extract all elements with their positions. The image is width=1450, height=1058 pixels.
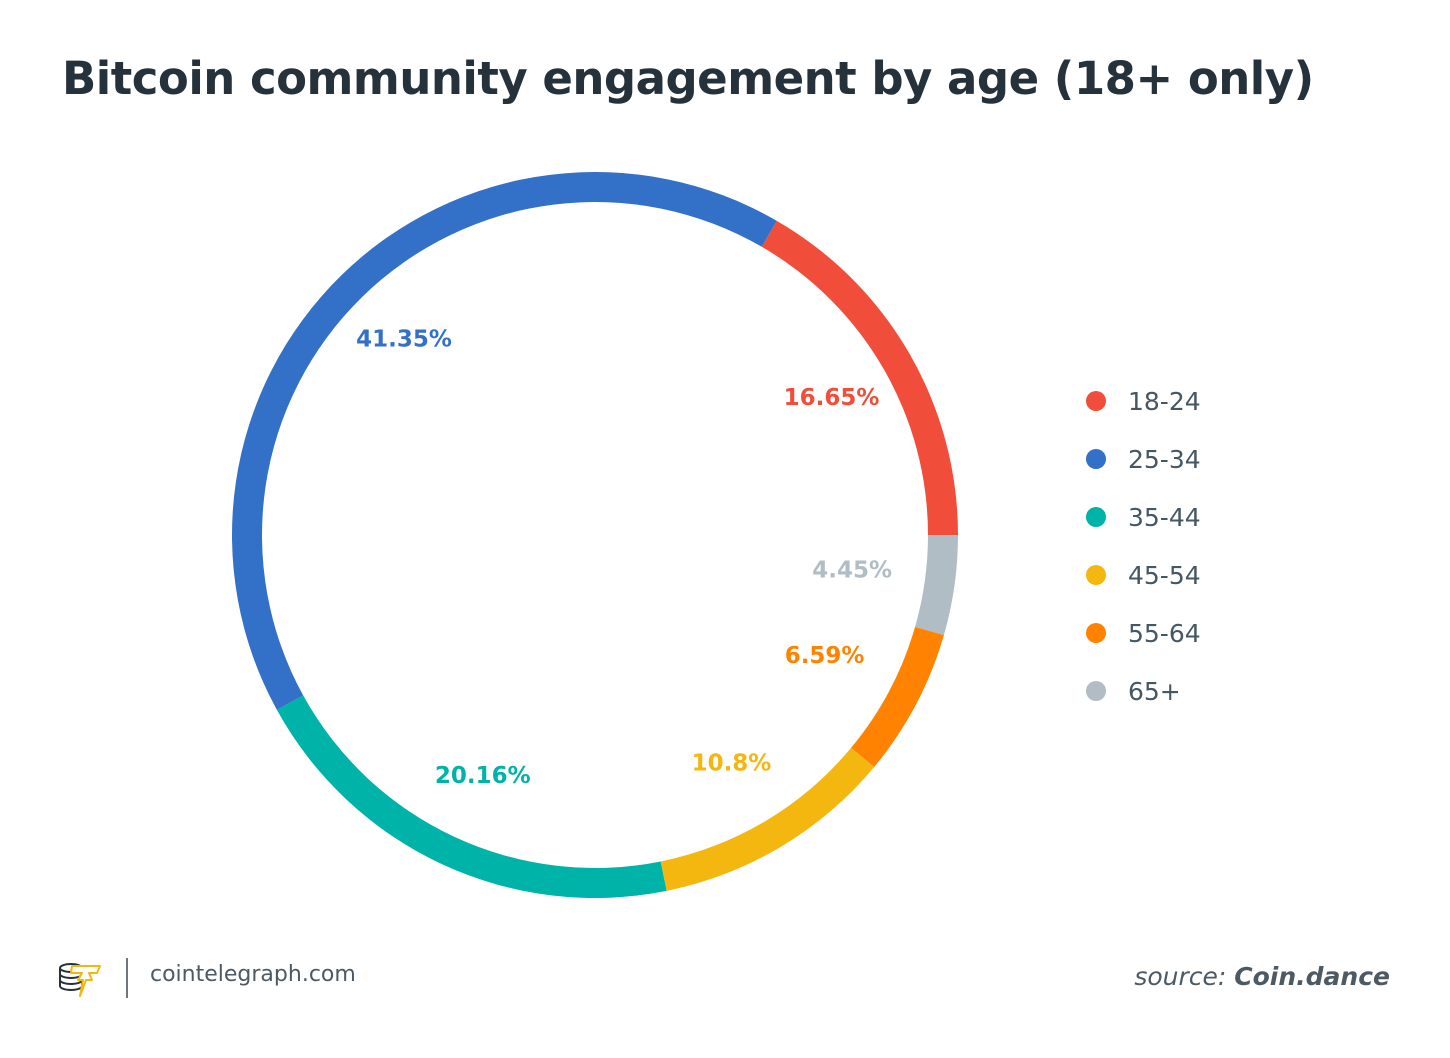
legend-dot-icon: [1086, 391, 1106, 411]
legend-label: 65+: [1128, 676, 1181, 706]
legend-item-55-64: 55-64: [1086, 604, 1201, 662]
data-label-35-44: 20.16%: [435, 763, 531, 789]
data-label-45-54: 10.8%: [692, 750, 772, 776]
donut-slice-55-64: [851, 626, 944, 768]
donut-slices: [232, 172, 958, 898]
legend-dot-icon: [1086, 623, 1106, 643]
footer-site-link[interactable]: cointelegraph.com: [150, 962, 356, 987]
legend-label: 45-54: [1128, 560, 1201, 590]
cointelegraph-logo-icon: [59, 963, 101, 997]
donut-slice-18-24: [761, 220, 958, 536]
legend-dot-icon: [1086, 565, 1106, 585]
chart-title: Bitcoin community engagement by age (18+…: [62, 52, 1314, 105]
legend: 18-24 25-34 35-44 45-54 55-64 65+: [1086, 372, 1201, 720]
donut-slice-45-54: [660, 747, 875, 891]
data-label-55-64: 6.59%: [785, 643, 865, 669]
legend-item-45-54: 45-54: [1086, 546, 1201, 604]
data-label-65-plus: 4.45%: [812, 558, 892, 584]
data-label-18-24: 16.65%: [784, 385, 880, 411]
legend-item-25-34: 25-34: [1086, 430, 1201, 488]
legend-item-35-44: 35-44: [1086, 488, 1201, 546]
donut-labels: 4.45% 6.59% 10.8% 20.16% 41.35% 16.65%: [356, 326, 892, 789]
source-prefix: source:: [1134, 962, 1227, 991]
legend-dot-icon: [1086, 449, 1106, 469]
legend-label: 25-34: [1128, 444, 1201, 474]
donut-slice-25-34: [232, 172, 777, 710]
donut-slice-35-44: [276, 695, 667, 898]
legend-item-18-24: 18-24: [1086, 372, 1201, 430]
legend-item-65-plus: 65+: [1086, 662, 1201, 720]
data-label-25-34: 41.35%: [356, 326, 452, 352]
legend-label: 55-64: [1128, 618, 1201, 648]
legend-label: 18-24: [1128, 386, 1201, 416]
donut-slice-65-plus: [915, 535, 958, 636]
legend-label: 35-44: [1128, 502, 1201, 532]
footer-divider: [126, 958, 128, 998]
legend-dot-icon: [1086, 507, 1106, 527]
legend-dot-icon: [1086, 681, 1106, 701]
source-name: Coin.dance: [1234, 962, 1390, 991]
source-credit: source: Coin.dance: [1134, 962, 1390, 991]
